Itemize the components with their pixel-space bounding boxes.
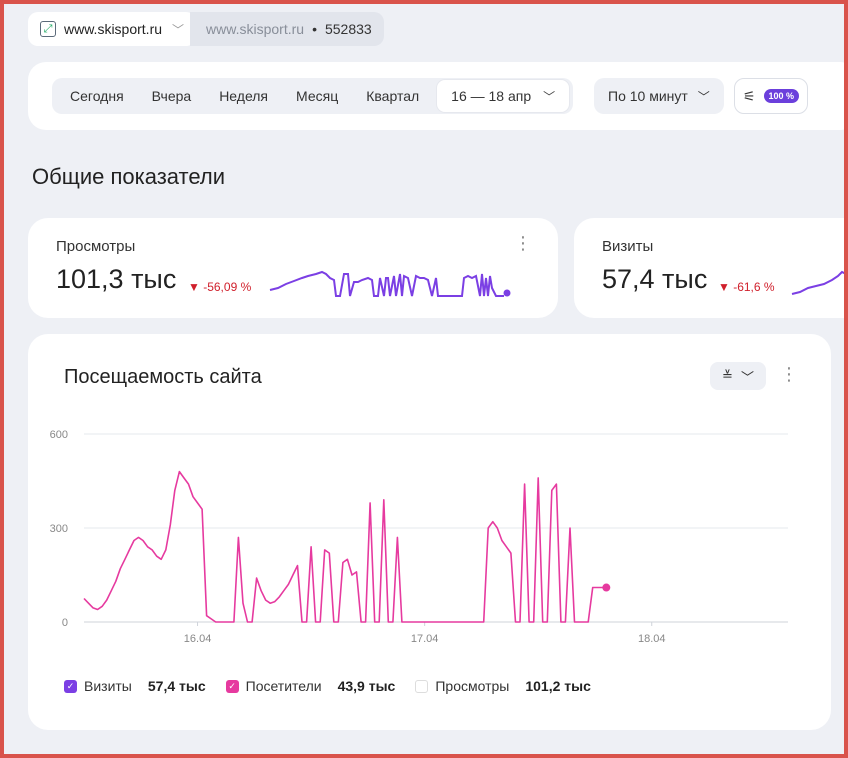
chevron-down-icon: ﹀ — [172, 22, 185, 37]
period-month[interactable]: Месяц — [296, 88, 339, 104]
x-tick-label: 16.04 — [184, 633, 212, 645]
chart-type-dropdown[interactable]: ≚ ﹀ — [710, 362, 766, 390]
site-favicon-icon: ⤢ — [40, 21, 56, 37]
series-line-visitors — [83, 470, 607, 623]
metric-value: 101,3 тыс — [56, 264, 177, 294]
more-vertical-icon[interactable]: ⋮ — [780, 364, 798, 384]
metric-change: ▼ -56,09 % — [188, 280, 252, 294]
checkbox-unchecked-icon — [415, 679, 429, 693]
legend-value: 43,9 тыс — [337, 678, 396, 694]
y-tick-label: 0 — [62, 617, 68, 629]
traffic-chart: 0 300 600 16.04 17.04 18.04 — [50, 429, 788, 645]
chart-legend: ✓ Визиты 57,4 тыс ✓ Посетители 43,9 тыс … — [64, 678, 611, 694]
sparkline-path — [269, 270, 504, 297]
grouping-label: По 10 минут — [608, 88, 688, 104]
legend-item-visits[interactable]: ✓ Визиты 57,4 тыс — [64, 678, 206, 694]
sparkline-views — [269, 270, 511, 297]
period-week[interactable]: Неделя — [219, 88, 269, 104]
line-chart-icon: ≚ — [722, 368, 733, 383]
x-tick-label: 17.04 — [411, 633, 439, 645]
separator-dot: • — [312, 21, 317, 37]
metric-label: Просмотры — [56, 238, 136, 255]
counter-info: www.skisport.ru • 552833 — [190, 12, 384, 46]
date-range-picker[interactable]: 16 — 18 апр ﹀ — [437, 80, 570, 112]
metric-card-views[interactable]: Просмотры 101,3 тыс ▼ -56,09 % ⋮ — [28, 218, 558, 318]
y-tick-label: 600 — [50, 429, 68, 441]
y-tick-label: 300 — [50, 523, 68, 535]
sampling-button[interactable]: ⚟ 100 % — [734, 78, 808, 114]
sliders-icon: ⚟ — [742, 87, 756, 104]
counter-selector[interactable]: ⤢ www.skisport.ru ﹀ — [28, 12, 197, 46]
metric-card-visits[interactable]: Визиты 57,4 тыс ▼ -61,6 % — [574, 218, 844, 318]
series-end-point — [602, 583, 611, 592]
period-panel: Сегодня Вчера Неделя Месяц Квартал 16 — … — [28, 62, 844, 130]
legend-label: Просмотры — [435, 678, 510, 694]
period-selector: Сегодня Вчера Неделя Месяц Квартал 16 — … — [52, 78, 574, 114]
period-quarter[interactable]: Квартал — [366, 88, 420, 104]
chevron-down-icon: ﹀ — [543, 90, 556, 104]
traffic-chart-card: Посещаемость сайта ≚ ﹀ ⋮ 0 300 600 16.04 17.… — [28, 334, 831, 730]
metric-value: 57,4 тыс — [602, 264, 708, 294]
legend-item-views[interactable]: Просмотры 101,2 тыс — [415, 678, 591, 694]
counter-site-name: www.skisport.ru — [64, 21, 163, 37]
sparkline-visits — [791, 270, 844, 295]
counter-site-secondary: www.skisport.ru — [206, 21, 305, 37]
legend-value: 57,4 тыс — [147, 678, 206, 694]
period-yesterday[interactable]: Вчера — [151, 88, 192, 104]
date-range-label: 16 — 18 апр — [451, 88, 532, 104]
sparkline-end-dot — [503, 289, 511, 297]
sparkline-path — [791, 270, 844, 295]
more-vertical-icon[interactable]: ⋮ — [514, 233, 532, 253]
checkbox-checked-icon: ✓ — [225, 679, 239, 693]
chevron-down-icon: ﹀ — [697, 90, 710, 104]
counter-bar: ⤢ www.skisport.ru ﹀ www.skisport.ru • 55… — [28, 12, 384, 46]
legend-value: 101,2 тыс — [525, 678, 591, 694]
sampling-badge: 100 % — [763, 89, 800, 103]
x-tick-label: 18.04 — [638, 633, 666, 645]
legend-label: Посетители — [245, 678, 322, 694]
grouping-dropdown[interactable]: По 10 минут ﹀ — [594, 78, 724, 114]
legend-item-visitors[interactable]: ✓ Посетители 43,9 тыс — [225, 678, 396, 694]
section-title: Общие показатели — [32, 164, 225, 189]
metric-change: ▼ -61,6 % — [718, 280, 775, 294]
chevron-down-icon: ﹀ — [740, 369, 754, 385]
period-today[interactable]: Сегодня — [70, 88, 124, 104]
legend-label: Визиты — [84, 678, 132, 694]
counter-id: 552833 — [324, 21, 372, 37]
chart-title: Посещаемость сайта — [64, 366, 262, 388]
checkbox-checked-icon: ✓ — [64, 679, 77, 693]
metric-label: Визиты — [602, 238, 654, 255]
